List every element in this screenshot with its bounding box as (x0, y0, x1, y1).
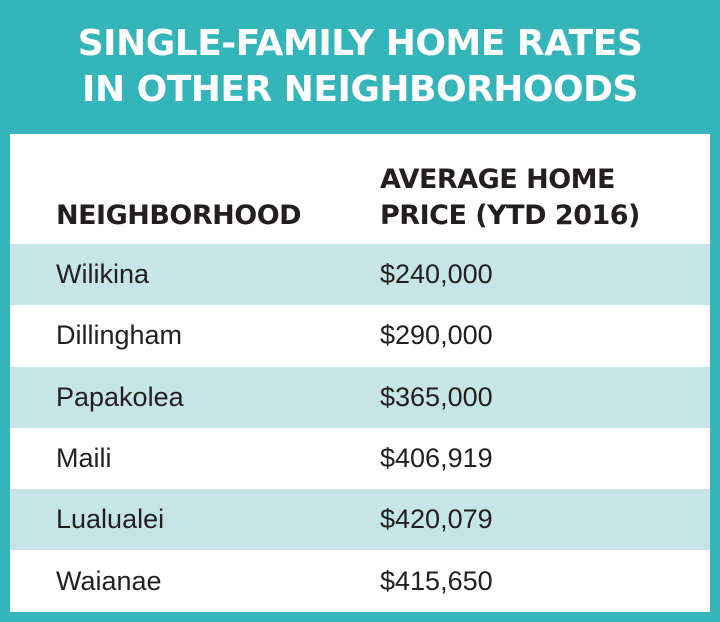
title-line-2: IN OTHER NEIGHBORHOODS (82, 69, 638, 110)
cell-price: $240,000 (380, 259, 493, 290)
title-line-1: SINGLE-FAMILY HOME RATES (77, 23, 643, 64)
header-price-line-2: PRICE (YTD 2016) (380, 200, 640, 231)
table-row: Lualualei $420,079 (10, 489, 710, 551)
table-panel: NEIGHBORHOOD AVERAGE HOME PRICE (YTD 201… (10, 134, 710, 612)
table-header: NEIGHBORHOOD AVERAGE HOME PRICE (YTD 201… (10, 134, 710, 244)
cell-price: $406,919 (380, 443, 493, 474)
header-neighborhood: NEIGHBORHOOD (56, 200, 302, 231)
cell-price: $365,000 (380, 381, 493, 412)
cell-neighborhood: Dillingham (56, 320, 183, 351)
cell-price: $290,000 (380, 320, 493, 351)
header-price: AVERAGE HOME PRICE (YTD 2016) (380, 162, 640, 234)
cell-neighborhood: Maili (56, 443, 112, 474)
table-row: Maili $406,919 (10, 428, 710, 489)
table-row: Waianae $415,650 (10, 550, 710, 611)
table-row: Wilikina $240,000 (10, 244, 710, 306)
cell-neighborhood: Wilikina (56, 259, 150, 290)
cell-neighborhood: Waianae (56, 565, 162, 596)
cell-neighborhood: Papakolea (56, 381, 184, 412)
cell-price: $415,650 (380, 565, 493, 596)
cell-neighborhood: Lualualei (56, 504, 165, 535)
table-title: SINGLE-FAMILY HOME RATES IN OTHER NEIGHB… (10, 0, 710, 134)
table-row: Papakolea $365,000 (10, 366, 710, 428)
table-row: Dillingham $290,000 (10, 305, 710, 366)
cell-price: $420,079 (380, 504, 493, 535)
table-body: Wilikina $240,000 Dillingham $290,000 Papako… (10, 244, 710, 612)
header-price-line-1: AVERAGE HOME (380, 164, 615, 195)
